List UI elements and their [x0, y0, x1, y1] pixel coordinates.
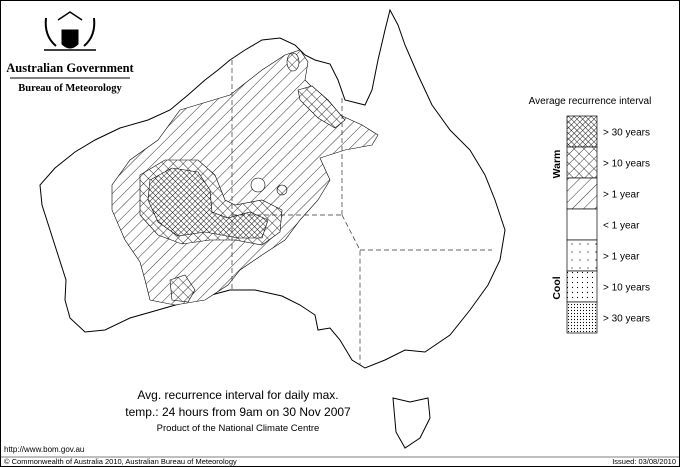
- legend: > 30 years > 10 years > 1 year < 1 year > 1 …: [566, 115, 650, 334]
- government-name: Australian Government: [6, 61, 134, 75]
- legend-label: > 30 years: [603, 314, 650, 325]
- legend-label: < 1 year: [603, 221, 640, 232]
- footer-url: http://www.bom.gov.au: [4, 445, 84, 454]
- legend-label: > 30 years: [603, 128, 650, 139]
- footer-issued: Issued: 03/08/2010: [612, 457, 676, 466]
- state-borders: [231, 60, 492, 365]
- cool-label: Cool: [551, 276, 563, 299]
- legend-swatch: [566, 177, 598, 210]
- unshaded-pocket: [250, 177, 266, 193]
- caption-line: temp.: 24 hours from 9am on 30 Nov 2007: [125, 405, 351, 419]
- legend-swatch: [566, 115, 598, 148]
- legend-swatch: [566, 146, 598, 179]
- legend-swatch: [566, 208, 598, 241]
- legend-title: Average recurrence interval: [529, 96, 652, 107]
- caption-line: Product of the National Climate Centre: [157, 423, 320, 434]
- caption-line: Avg. recurrence interval for daily max.: [137, 388, 338, 402]
- footer-copyright: © Commonwealth of Australia 2010, Austra…: [4, 457, 237, 466]
- tasmania: [392, 397, 431, 449]
- warm-10yr-top: [286, 52, 300, 72]
- coat-of-arms: [44, 11, 96, 51]
- legend-swatch: [566, 270, 598, 303]
- legend-swatch: [566, 301, 598, 334]
- legend-label: > 10 years: [603, 283, 650, 294]
- warm-10yr-north: [297, 85, 346, 129]
- warm-label: Warm: [551, 150, 563, 179]
- legend-label: > 1 year: [603, 252, 640, 263]
- warm-10yr-south: [169, 274, 196, 303]
- bureau-name: Bureau of Meteorology: [18, 83, 122, 94]
- warm-30yr-region: [147, 167, 269, 239]
- legend-swatch: [566, 239, 598, 272]
- legend-label: > 10 years: [603, 159, 650, 170]
- warm-10yr-spot: [276, 184, 288, 196]
- legend-label: > 1 year: [603, 190, 640, 201]
